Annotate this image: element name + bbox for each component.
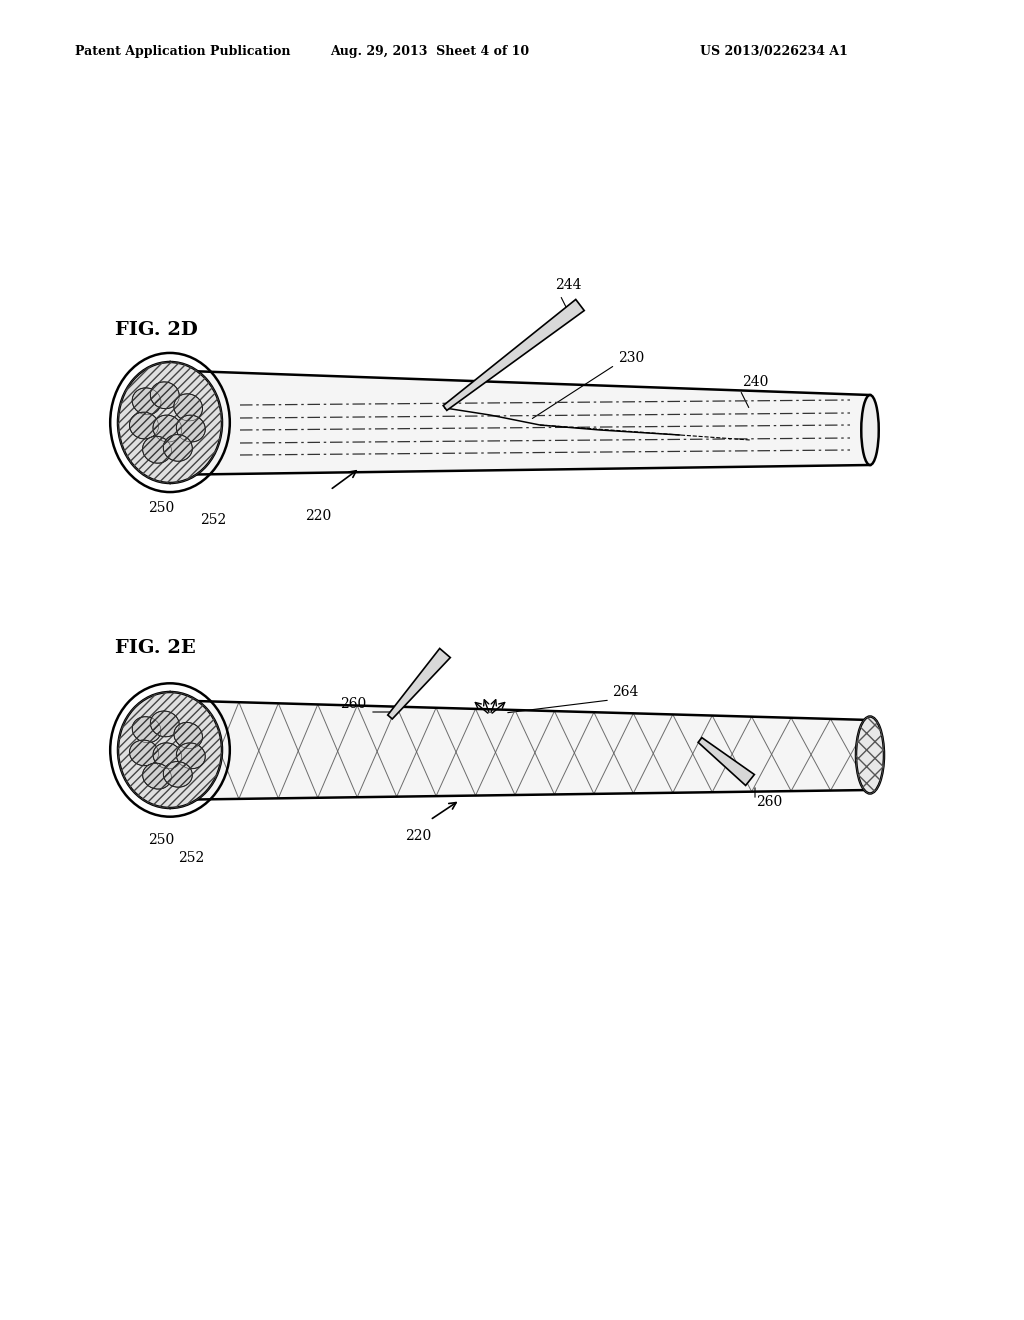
Text: 260: 260 xyxy=(756,795,782,809)
Text: 240: 240 xyxy=(742,375,768,389)
Text: 250: 250 xyxy=(148,502,174,515)
Ellipse shape xyxy=(174,722,203,748)
Text: FIG. 2D: FIG. 2D xyxy=(115,321,198,339)
Ellipse shape xyxy=(118,362,222,483)
Text: US 2013/0226234 A1: US 2013/0226234 A1 xyxy=(700,45,848,58)
Text: 260: 260 xyxy=(340,697,367,711)
Ellipse shape xyxy=(163,762,193,787)
Text: 220: 220 xyxy=(305,510,331,523)
Ellipse shape xyxy=(129,741,159,766)
Ellipse shape xyxy=(118,692,222,808)
Text: 250: 250 xyxy=(148,833,174,847)
Text: 264: 264 xyxy=(612,685,638,700)
Ellipse shape xyxy=(142,437,171,463)
Text: FIG. 2E: FIG. 2E xyxy=(115,639,196,657)
Polygon shape xyxy=(443,300,585,411)
Ellipse shape xyxy=(861,395,879,465)
Polygon shape xyxy=(388,648,451,719)
Text: 220: 220 xyxy=(406,829,431,843)
Text: 244: 244 xyxy=(555,279,582,292)
Ellipse shape xyxy=(153,414,182,442)
Ellipse shape xyxy=(856,717,884,793)
Text: 252: 252 xyxy=(200,513,226,527)
Ellipse shape xyxy=(176,743,205,768)
Ellipse shape xyxy=(129,412,159,438)
Ellipse shape xyxy=(174,393,203,421)
Polygon shape xyxy=(698,738,755,785)
Ellipse shape xyxy=(163,434,193,461)
Text: Aug. 29, 2013  Sheet 4 of 10: Aug. 29, 2013 Sheet 4 of 10 xyxy=(331,45,529,58)
Ellipse shape xyxy=(132,388,161,414)
Ellipse shape xyxy=(132,717,161,743)
Text: Patent Application Publication: Patent Application Publication xyxy=(75,45,291,58)
Polygon shape xyxy=(160,700,870,800)
Text: 230: 230 xyxy=(618,351,644,366)
Ellipse shape xyxy=(176,416,205,442)
Ellipse shape xyxy=(142,763,171,789)
Polygon shape xyxy=(160,370,870,475)
Ellipse shape xyxy=(151,381,179,409)
Text: 252: 252 xyxy=(178,851,204,865)
Ellipse shape xyxy=(153,743,182,768)
Ellipse shape xyxy=(151,711,179,737)
